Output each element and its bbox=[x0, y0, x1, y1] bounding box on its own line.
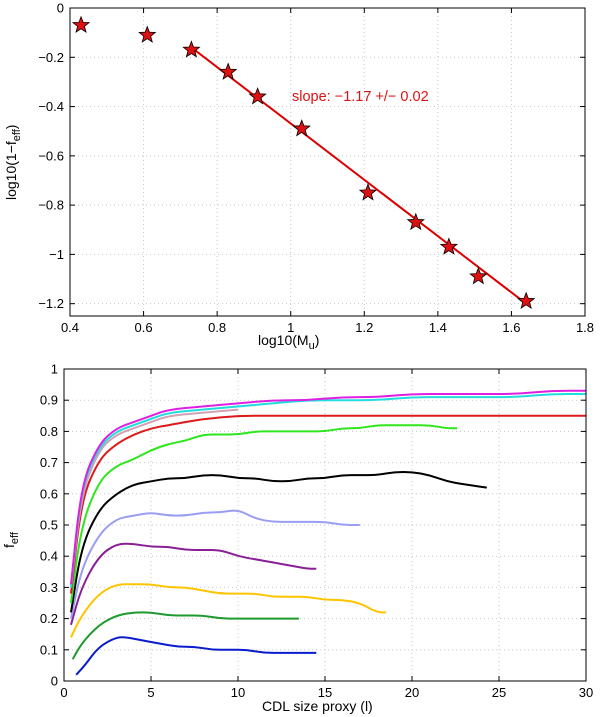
data-point-star bbox=[248, 87, 267, 105]
x-tick-label: 0.6 bbox=[135, 320, 153, 335]
data-point-star bbox=[138, 25, 157, 43]
scatter-grid bbox=[70, 8, 585, 316]
curves-ticks: 0 5 10 15 20 25 30 0 0.1 0.2 0.3 0.4 0.5 0.6 0.7 0.8 0.9… bbox=[40, 362, 593, 701]
scatter-ticks: 0.4 0.6 0.8 1 1.2 1.4 1.6 1.8 0 −0.2 −0.4 −0.6 −0.8 −… bbox=[38, 1, 594, 336]
x-tick-label: 1.8 bbox=[576, 320, 594, 335]
y-tick-label: 0.5 bbox=[40, 518, 58, 533]
slope-annotation: slope: −1.17 +/− 0.02 bbox=[292, 89, 429, 105]
fit-line-segment bbox=[190, 46, 527, 305]
scatter-y-label-sub: eff bbox=[11, 128, 23, 141]
y-tick-label: 0 bbox=[51, 674, 58, 689]
x-tick-label: 25 bbox=[492, 685, 506, 700]
x-tick-label: 10 bbox=[231, 685, 245, 700]
scatter-x-label-tail: ) bbox=[315, 332, 320, 348]
y-tick-label: 0.4 bbox=[40, 549, 58, 564]
y-tick-label: 0.2 bbox=[40, 611, 58, 626]
data-point-star bbox=[292, 119, 311, 137]
data-point-star bbox=[358, 183, 378, 201]
curves-y-label-main: f bbox=[1, 544, 17, 548]
x-tick-label: 20 bbox=[405, 685, 419, 700]
x-tick-label: 0.4 bbox=[61, 320, 79, 335]
x-tick-label: 1.4 bbox=[429, 320, 447, 335]
x-tick-label: 1 bbox=[287, 320, 294, 335]
x-tick-label: 30 bbox=[579, 685, 593, 700]
x-tick-label: 15 bbox=[318, 685, 332, 700]
scatter-x-axis-label: log10(Mu) bbox=[258, 332, 319, 352]
y-tick-label: −1 bbox=[49, 247, 64, 262]
curve-series-11 bbox=[70, 389, 586, 585]
x-tick-label: 0 bbox=[60, 685, 67, 700]
curves-panel: 0 5 10 15 20 25 30 0 0.1 0.2 0.3 0.4 0.5 0.6 0.7 0.8 0.9… bbox=[1, 362, 593, 715]
y-tick-label: −0.4 bbox=[38, 99, 64, 114]
curve-series-10 bbox=[70, 393, 586, 588]
curve-series-1 bbox=[75, 636, 317, 676]
scatter-y-axis-label: log10(1−feff) bbox=[3, 125, 23, 200]
x-tick-label: 5 bbox=[147, 685, 154, 700]
y-tick-label: 0.3 bbox=[40, 580, 58, 595]
y-tick-label: −1.2 bbox=[38, 296, 64, 311]
curve-series-7 bbox=[70, 424, 458, 604]
data-point-star bbox=[182, 40, 201, 58]
y-tick-label: −0.2 bbox=[38, 50, 64, 65]
scatter-y-label-main: log10(1−f bbox=[3, 141, 19, 200]
data-point-star bbox=[516, 291, 536, 310]
y-tick-label: 0.8 bbox=[40, 424, 58, 439]
y-tick-label: −0.6 bbox=[38, 148, 64, 163]
data-point-star bbox=[439, 237, 459, 255]
data-point-star bbox=[469, 266, 488, 285]
curve-series-4 bbox=[70, 542, 317, 626]
scatter-points bbox=[71, 15, 536, 310]
y-tick-label: −0.8 bbox=[38, 198, 64, 213]
data-point-star bbox=[71, 15, 91, 34]
y-tick-label: 0 bbox=[57, 1, 64, 16]
x-tick-label: 1.6 bbox=[502, 320, 520, 335]
y-tick-label: 0.1 bbox=[40, 642, 58, 657]
fit-line bbox=[190, 46, 527, 305]
scatter-axes-frame bbox=[69, 7, 586, 317]
x-tick-label: 1.2 bbox=[355, 320, 373, 335]
data-point-star bbox=[406, 212, 425, 231]
scatter-x-label-main: log10(M bbox=[258, 332, 309, 348]
scatter-y-label-tail: ) bbox=[3, 125, 19, 130]
curves-y-axis-label: feff bbox=[1, 531, 21, 548]
curve-series-6 bbox=[70, 471, 487, 613]
scatter-x-label-sub: u bbox=[309, 340, 315, 352]
curve-series bbox=[70, 389, 586, 676]
curve-series-8 bbox=[70, 414, 586, 594]
y-tick-label: 0.9 bbox=[40, 393, 58, 408]
curve-series-5 bbox=[70, 509, 360, 619]
y-tick-label: 1 bbox=[51, 362, 58, 377]
curves-axes-frame bbox=[63, 368, 587, 682]
curves-y-label-sub: eff bbox=[9, 531, 21, 544]
curves-x-axis-label: CDL size proxy (l) bbox=[262, 698, 373, 714]
curve-series-2 bbox=[71, 611, 299, 660]
x-tick-label: 0.8 bbox=[208, 320, 226, 335]
y-tick-label: 0.6 bbox=[40, 486, 58, 501]
data-point-star bbox=[219, 62, 238, 80]
curve-series-3 bbox=[70, 583, 386, 638]
y-tick-label: 0.7 bbox=[40, 455, 58, 470]
